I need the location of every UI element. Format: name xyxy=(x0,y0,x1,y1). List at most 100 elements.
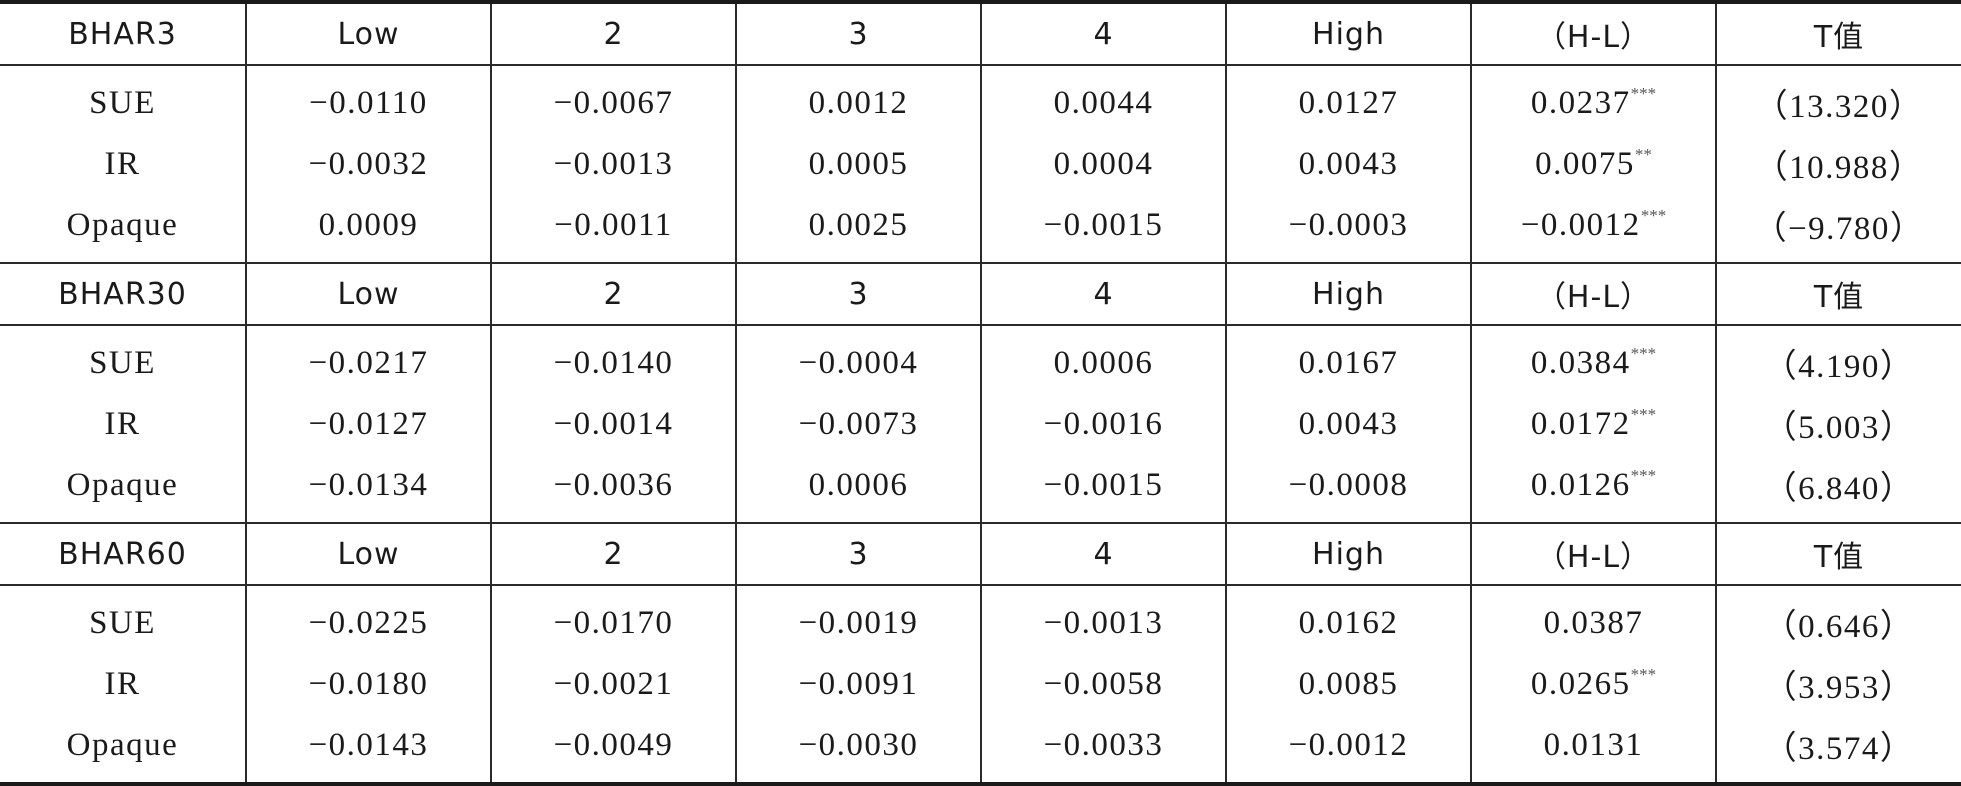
header-col-2: 2 xyxy=(490,0,736,66)
cell-low: −0.0127 xyxy=(245,392,491,456)
header-col-t-value: T值 xyxy=(1715,262,1961,326)
header-col-h-minus-l: （H-L） xyxy=(1470,0,1716,66)
cell-low: −0.0180 xyxy=(245,652,491,716)
cell-q4: 0.0044 xyxy=(980,65,1226,132)
cell-q4: −0.0015 xyxy=(980,456,1226,523)
cell-q2: −0.0170 xyxy=(490,585,736,652)
significance-stars: *** xyxy=(1630,83,1657,103)
table-row: IR −0.0032 −0.0013 0.0005 0.0004 0.0043 0.0075… xyxy=(0,132,1961,196)
table-row: Opaque −0.0143 −0.0049 −0.0030 −0.0033 −0.001… xyxy=(0,716,1961,786)
cell-q3: −0.0073 xyxy=(735,392,981,456)
cell-low: −0.0032 xyxy=(245,132,491,196)
header-col-low: Low xyxy=(245,0,491,66)
table-row: SUE −0.0110 −0.0067 0.0012 0.0044 0.0127 0.023… xyxy=(0,65,1961,132)
table-row: Opaque 0.0009 −0.0011 0.0025 −0.0015 −0.0003−… xyxy=(0,196,1961,263)
cell-q2: −0.0140 xyxy=(490,325,736,392)
h-minus-l-value: −0.0012 xyxy=(1520,206,1641,243)
cell-h-minus-l: 0.0265*** xyxy=(1470,652,1716,716)
cell-high: −0.0012 xyxy=(1225,716,1471,786)
panel-header-row: BHAR3 Low 2 3 4 High （H-L） T值 xyxy=(0,0,1961,66)
cell-h-minus-l: 0.0075** xyxy=(1470,132,1716,196)
row-label: Opaque xyxy=(66,206,179,243)
cell-low: −0.0225 xyxy=(245,585,491,652)
cell-low: −0.0110 xyxy=(245,65,491,132)
cell-q3: −0.0030 xyxy=(735,716,981,786)
cell-q4: −0.0058 xyxy=(980,652,1226,716)
header-col-3: 3 xyxy=(735,522,981,586)
header-col-t-value: T值 xyxy=(1715,0,1961,66)
h-minus-l-value: 0.0387 xyxy=(1543,604,1644,641)
cell-q3: 0.0005 xyxy=(735,132,981,196)
table-row: SUE −0.0217 −0.0140 −0.0004 0.0006 0.0167 0.03… xyxy=(0,325,1961,392)
cell-low: 0.0009 xyxy=(245,196,491,263)
cell-low: −0.0134 xyxy=(245,456,491,523)
cell-q4: 0.0004 xyxy=(980,132,1226,196)
cell-q2: −0.0013 xyxy=(490,132,736,196)
h-minus-l-value: 0.0131 xyxy=(1543,726,1644,763)
header-col-4: 4 xyxy=(980,522,1226,586)
row-label: IR xyxy=(104,665,141,702)
row-label: SUE xyxy=(89,344,156,381)
header-col-h-minus-l: （H-L） xyxy=(1470,522,1716,586)
table-row: IR −0.0127 −0.0014 −0.0073 −0.0016 0.0043 0.01… xyxy=(0,392,1961,456)
cell-q3: −0.0091 xyxy=(735,652,981,716)
cell-h-minus-l: 0.0126*** xyxy=(1470,456,1716,523)
significance-stars: *** xyxy=(1630,404,1657,424)
header-col-4: 4 xyxy=(980,262,1226,326)
cell-h-minus-l: 0.0237*** xyxy=(1470,65,1716,132)
header-col-high: High xyxy=(1225,262,1471,326)
header-col-3: 3 xyxy=(735,0,981,66)
row-label: Opaque xyxy=(66,466,179,503)
cell-t-value: （4.190） xyxy=(1715,325,1961,392)
cell-t-value: （5.003） xyxy=(1715,392,1961,456)
header-col-h-minus-l: （H-L） xyxy=(1470,262,1716,326)
row-label: IR xyxy=(104,145,141,182)
cell-h-minus-l: 0.0131 xyxy=(1470,716,1716,786)
cell-q2: −0.0011 xyxy=(490,196,736,263)
cell-high: 0.0085 xyxy=(1225,652,1471,716)
cell-high: 0.0043 xyxy=(1225,392,1471,456)
cell-t-value: （0.646） xyxy=(1715,585,1961,652)
cell-q2: −0.0021 xyxy=(490,652,736,716)
significance-stars: *** xyxy=(1630,343,1657,363)
row-label: Opaque xyxy=(0,716,246,786)
table-row: IR −0.0180 −0.0021 −0.0091 −0.0058 0.0085 0.02… xyxy=(0,652,1961,716)
header-col-3: 3 xyxy=(735,262,981,326)
header-col-high: High xyxy=(1225,522,1471,586)
significance-stars: *** xyxy=(1640,205,1667,225)
header-window-label: BHAR3 xyxy=(0,0,246,66)
cell-q2: −0.0036 xyxy=(490,456,736,523)
h-minus-l-value: 0.0237 xyxy=(1530,84,1631,121)
significance-stars: ** xyxy=(1634,144,1652,164)
table-row: Opaque −0.0134 −0.0036 0.0006 −0.0015 −0.0008… xyxy=(0,456,1961,523)
cell-high: 0.0043 xyxy=(1225,132,1471,196)
header-col-low: Low xyxy=(245,262,491,326)
cell-q4: −0.0033 xyxy=(980,716,1226,786)
cell-q4: −0.0015 xyxy=(980,196,1226,263)
cell-high: −0.0003 xyxy=(1225,196,1471,263)
cell-q2: −0.0014 xyxy=(490,392,736,456)
panel-header-row: BHAR30 Low 2 3 4 High （H-L） T值 xyxy=(0,262,1961,326)
cell-q3: −0.0019 xyxy=(735,585,981,652)
cell-low: −0.0217 xyxy=(245,325,491,392)
h-minus-l-value: 0.0265 xyxy=(1530,665,1631,702)
h-minus-l-value: 0.0172 xyxy=(1530,405,1631,442)
header-col-4: 4 xyxy=(980,0,1226,66)
significance-stars: *** xyxy=(1630,664,1657,684)
cell-t-value: （3.953） xyxy=(1715,652,1961,716)
h-minus-l-value: 0.0075 xyxy=(1535,145,1635,182)
header-window-label: BHAR30 xyxy=(0,262,246,326)
panel-header-row: BHAR60 Low 2 3 4 High （H-L） T值 xyxy=(0,522,1961,586)
h-minus-l-value: 0.0126 xyxy=(1530,466,1631,503)
cell-high: 0.0162 xyxy=(1225,585,1471,652)
cell-low: −0.0143 xyxy=(245,716,491,786)
header-col-low: Low xyxy=(245,522,491,586)
header-window-label: BHAR60 xyxy=(0,522,246,586)
cell-q4: 0.0006 xyxy=(980,325,1226,392)
header-col-t-value: T值 xyxy=(1715,522,1961,586)
cell-q4: −0.0013 xyxy=(980,585,1226,652)
header-col-2: 2 xyxy=(490,522,736,586)
row-label: SUE xyxy=(89,604,156,641)
